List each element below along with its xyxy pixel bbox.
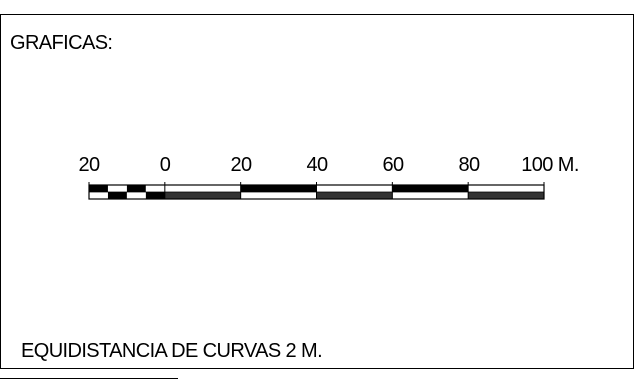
scale-segment-top bbox=[316, 185, 393, 192]
scale-tick-label-20: 20 bbox=[230, 154, 252, 176]
scale-subdivision-cell bbox=[145, 192, 165, 199]
scale-subdivision-cell bbox=[126, 185, 146, 192]
graficas-heading: GRAFICAS: bbox=[10, 32, 113, 54]
scale-tick-label-80: 80 bbox=[458, 154, 480, 176]
bottom-rule bbox=[0, 378, 178, 379]
scale-segment-bottom bbox=[468, 192, 544, 199]
title-block-frame bbox=[0, 14, 634, 369]
scale-segment-top bbox=[468, 185, 544, 192]
scale-subdivision-cell bbox=[89, 185, 108, 192]
scale-tick-label-40: 40 bbox=[306, 154, 328, 176]
scale-subdivision-cell bbox=[145, 185, 165, 192]
scale-tick-label-100: 100 M. bbox=[521, 154, 579, 176]
scale-segment-top bbox=[164, 185, 241, 192]
scale-tick-label-minus-20: 20 bbox=[78, 154, 100, 176]
scale-subdivision-cell bbox=[126, 192, 146, 199]
scale-segment-bottom bbox=[392, 192, 469, 199]
scale-tick-label-60: 60 bbox=[382, 154, 404, 176]
scale-subdivision-cell bbox=[107, 192, 127, 199]
scale-tick-label-0: 0 bbox=[159, 154, 171, 176]
scale-segment-bottom bbox=[316, 192, 393, 199]
scale-subdivision-cell bbox=[107, 185, 127, 192]
scale-subdivision-cell bbox=[89, 192, 108, 199]
contour-interval-note: EQUIDISTANCIA DE CURVAS 2 M. bbox=[21, 340, 323, 362]
scale-segment-bottom bbox=[164, 192, 241, 199]
scale-segment-bottom bbox=[240, 192, 317, 199]
scale-segment-top bbox=[392, 185, 469, 192]
scale-segment-top bbox=[240, 185, 317, 192]
